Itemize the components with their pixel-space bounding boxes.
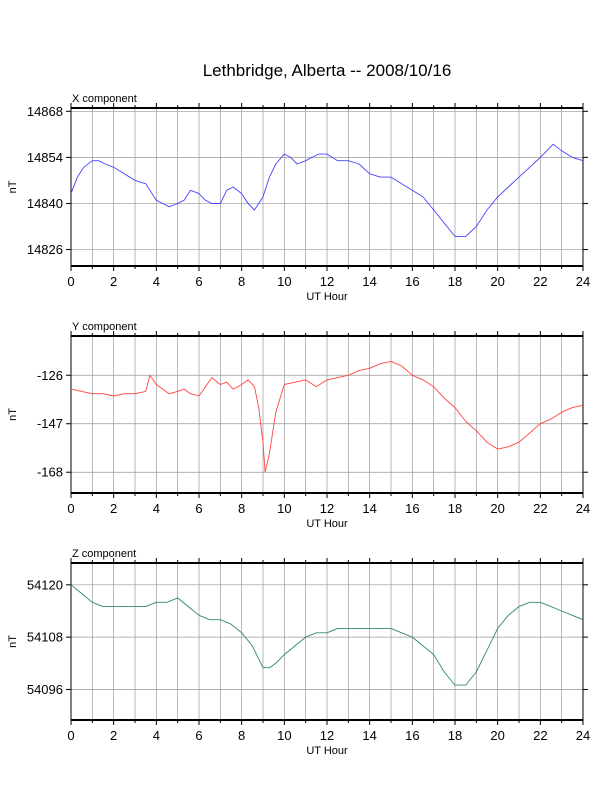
- x-tick-label: 2: [110, 728, 117, 743]
- x-tick-label: 18: [448, 501, 462, 516]
- panel-label: Y component: [72, 321, 137, 333]
- x-axis-label: UT Hour: [306, 518, 348, 530]
- x-tick-label: 22: [533, 274, 547, 289]
- x-tick-label: 0: [67, 274, 74, 289]
- x-tick-label: 4: [153, 728, 160, 743]
- x-tick-label: 0: [67, 501, 74, 516]
- y-tick-label: 54108: [27, 630, 63, 645]
- y-axis-label: nT: [7, 180, 19, 193]
- x-tick-label: 18: [448, 274, 462, 289]
- x-tick-label: 16: [405, 501, 419, 516]
- x-tick-label: 16: [405, 274, 419, 289]
- x-tick-label: 4: [153, 501, 160, 516]
- x-tick-label: 18: [448, 728, 462, 743]
- y-tick-label: 14840: [27, 196, 63, 211]
- series-line: [70, 360, 584, 473]
- x-tick-label: 6: [195, 274, 202, 289]
- y-axis-label: nT: [7, 635, 19, 648]
- x-tick-label: 8: [238, 274, 245, 289]
- x-tick-label: 12: [320, 728, 334, 743]
- y-tick-label: 14826: [27, 242, 63, 257]
- x-tick-label: 0: [67, 728, 74, 743]
- x-tick-label: 8: [238, 501, 245, 516]
- x-tick-label: 14: [362, 274, 376, 289]
- x-tick-label: 24: [576, 501, 590, 516]
- x-tick-label: 10: [277, 728, 291, 743]
- y-tick-label: -126: [37, 368, 63, 383]
- x-tick-label: 20: [490, 501, 504, 516]
- y-tick-label: -168: [37, 465, 63, 480]
- x-tick-label: 22: [533, 728, 547, 743]
- x-tick-label: 10: [277, 501, 291, 516]
- x-tick-label: 2: [110, 274, 117, 289]
- x-tick-label: 20: [490, 274, 504, 289]
- x-tick-label: 24: [576, 274, 590, 289]
- x-tick-label: 8: [238, 728, 245, 743]
- panel-label: Z component: [72, 548, 136, 560]
- y-tick-label: 54096: [27, 682, 63, 697]
- x-tick-label: 20: [490, 728, 504, 743]
- series-line: [70, 584, 584, 686]
- y-tick-label: 14868: [27, 104, 63, 119]
- x-tick-label: 12: [320, 501, 334, 516]
- x-tick-label: 16: [405, 728, 419, 743]
- x-tick-label: 10: [277, 274, 291, 289]
- series-line: [70, 143, 584, 237]
- x-tick-label: 24: [576, 728, 590, 743]
- y-tick-label: -147: [37, 416, 63, 431]
- x-tick-label: 22: [533, 501, 547, 516]
- x-tick-label: 6: [195, 728, 202, 743]
- x-tick-label: 4: [153, 274, 160, 289]
- y-axis-label: nT: [7, 408, 19, 421]
- x-axis-label: UT Hour: [306, 745, 348, 757]
- chart-title: Lethbridge, Alberta -- 2008/10/16: [203, 61, 452, 80]
- x-tick-label: 12: [320, 274, 334, 289]
- y-tick-label: 54120: [27, 577, 63, 592]
- x-tick-label: 14: [362, 728, 376, 743]
- x-tick-label: 2: [110, 501, 117, 516]
- panel-label: X component: [72, 93, 137, 105]
- x-tick-label: 6: [195, 501, 202, 516]
- x-axis-label: UT Hour: [306, 291, 348, 303]
- y-tick-label: 14854: [27, 150, 63, 165]
- x-tick-label: 14: [362, 501, 376, 516]
